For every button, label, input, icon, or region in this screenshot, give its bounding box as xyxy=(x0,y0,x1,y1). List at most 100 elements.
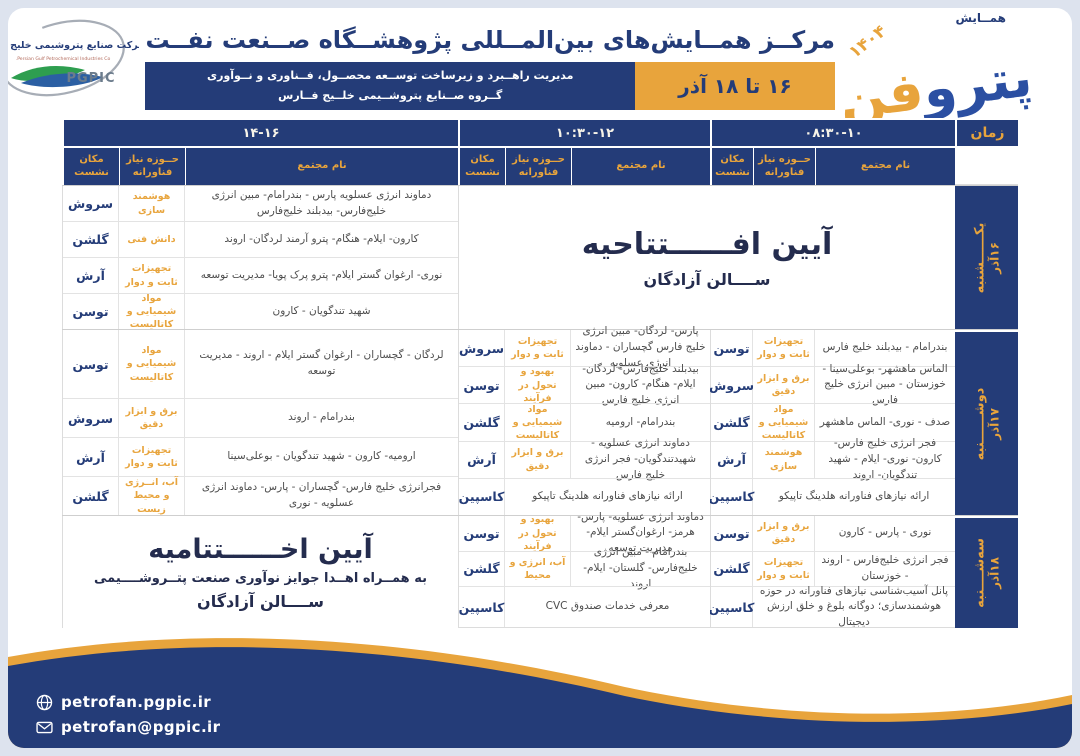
timeslot-1030: ۱۰:۳۰-۱۲ xyxy=(458,120,710,148)
table-row: ارومیه- کارون - شهید تندگویان - بوعلی‌سی… xyxy=(63,437,458,477)
caspian-session-text: ارائه نیازهای فناورانه هلدینگ تاپیکو xyxy=(778,490,930,503)
session-hall: توسن xyxy=(63,294,119,329)
header-center: مرکــز همــایش‌های بین‌المــللی پژوهشــگ… xyxy=(145,8,835,110)
complex-names: بندرامام- ارومیه xyxy=(605,415,676,428)
tech-need: بهبود و تحول در فرآیند xyxy=(505,366,571,404)
day-date: ۱۸آذر xyxy=(987,557,1001,589)
session-hall: آرش xyxy=(63,258,119,293)
email-link[interactable]: petrofan@pgpic.ir xyxy=(61,718,221,736)
complex-names: پارس- لردگان- مبین انرژی خلیج فارس گچسار… xyxy=(575,325,706,369)
complex-names: فجر انرژی خلیج فارس- کارون- نوری- ایلام … xyxy=(828,437,942,481)
colgroup-0830: نام مجتمع حــوزه نیاز فناورانه مکان نشست xyxy=(710,148,955,185)
day-date: ۱۷آذر xyxy=(987,407,1001,440)
session-hall: گلشن xyxy=(459,551,505,587)
tech-need: هوشمند سازی xyxy=(119,186,185,221)
table-row: الماس ماهشهر- بوعلی‌سینا - خوزستان - مبی… xyxy=(709,363,955,406)
col-need: حــوزه نیاز فناورانه xyxy=(506,148,572,185)
complex-names: ارومیه- کارون - شهید تندگویان - بوعلی‌سی… xyxy=(227,450,416,463)
pgpic-abbr: PGPIC xyxy=(67,71,116,86)
website-row[interactable]: petrofan.pgpic.ir xyxy=(36,693,220,711)
day-label-16azar: یکــــــشنبه ۱۶آذر xyxy=(955,186,1018,329)
complex-names: نوری- ارغوان گستر ایلام- پترو پرک پویا- … xyxy=(200,268,443,281)
globe-icon xyxy=(36,694,53,710)
block-16azar-1416: دماوند انرژی عسلویه پارس - بندرامام- مبی… xyxy=(62,186,458,330)
opening-ceremony-title: آیین افــــــتتاحیه xyxy=(581,226,833,262)
website-link[interactable]: petrofan.pgpic.ir xyxy=(61,693,212,711)
complex-names: لردگان - گچساران - ارغوان گستر ایلام - ا… xyxy=(199,349,444,378)
tech-need: مواد شیمیایی و کاتالیست xyxy=(119,293,185,330)
time-header-row: زمان ۰۸:۳۰-۱۰ ۱۰:۳۰-۱۲ ۱۴-۱۶ xyxy=(62,120,1018,148)
pgpic-en-name: Persian Gulf Petrochemical Industries Co… xyxy=(16,56,111,62)
session-hall: آرش xyxy=(711,441,753,478)
caspian-session-text: ارائه نیازهای فناورانه هلدینگ تاپیکو xyxy=(532,490,683,503)
time-header: زمان xyxy=(955,120,1018,148)
session-hall: سروش xyxy=(709,367,754,404)
day-label-18azar: سه‌شــــنبه ۱۸آذر xyxy=(955,516,1018,628)
session-hall: توسن xyxy=(459,516,505,551)
petrofan-logo: همــایش پتروفن ۱۴۰۴ xyxy=(841,8,1046,118)
complex-names: بندرامام - مبین انرژی خلیج‌فارس- گلستان-… xyxy=(583,546,698,590)
tech-need: برق و ابزار دقیق xyxy=(505,441,571,478)
caspian-session-text: معرفی خدمات صندوق CVC xyxy=(545,600,670,613)
session-hall: سروش xyxy=(63,186,119,221)
tech-need: برق و ابزار دقیق xyxy=(753,516,815,551)
pgpic-logo: شرکت صنایع پتروشیمی خلیج فارس Persian Gu… xyxy=(8,19,139,97)
block-17azar-1030: پارس- لردگان- مبین انرژی خلیج فارس گچسار… xyxy=(458,325,710,516)
pgpic-blue-wave xyxy=(21,73,104,88)
petrofan-event-word: همــایش xyxy=(955,11,1006,25)
session-hall: توسن xyxy=(459,367,505,404)
complex-names: نوری - پارس - کارون xyxy=(838,526,932,539)
block-17azar-0830: بندرامام - بیدبلند خلیج فارس تجهیزات ثاب… xyxy=(709,330,955,516)
complex-names: بندرامام - اروند xyxy=(288,411,355,424)
block-18azar-0830: نوری - پارس - کارون برق و ابزار دقیق توس… xyxy=(709,516,955,628)
table-row: بندرامام- ارومیه مواد شیمیایی و کاتالیست… xyxy=(459,403,710,441)
closing-ceremony-subtitle: به همــراه اهــدا جوایز نوآوری صنعت پتــ… xyxy=(94,570,427,586)
table-row-caspian: ارائه نیازهای فناورانه هلدینگ تاپیکو کاس… xyxy=(709,477,955,516)
session-hall: توسن xyxy=(711,516,753,551)
session-hall: آرش xyxy=(63,438,119,477)
block-18azar-1030: دماوند انرژی عسلویه- پارس- هرمز- ارغوان‌… xyxy=(458,511,710,628)
table-row: نوری - پارس - کارون برق و ابزار دقیق توس… xyxy=(711,516,955,551)
petrofan-word-orange: فن xyxy=(841,58,927,118)
timeslot-1416: ۱۴-۱۶ xyxy=(62,120,458,148)
email-row[interactable]: petrofan@pgpic.ir xyxy=(36,718,220,736)
colgroup-1030: نام مجتمع حــوزه نیاز فناورانه مکان نشست xyxy=(458,148,710,185)
session-hall: سروش xyxy=(459,330,505,367)
tech-need: هوشمند سازی xyxy=(753,441,815,478)
table-row: بندرامام - مبین انرژی خلیج‌فارس- گلستان-… xyxy=(459,546,710,590)
session-hall: توسن xyxy=(711,330,753,367)
tech-need: مواد شیمیایی و کاتالیست xyxy=(119,330,185,399)
tech-need: مواد شیمیایی و کاتالیست xyxy=(753,404,815,441)
column-header-row: نام مجتمع حــوزه نیاز فناورانه مکان نشست… xyxy=(62,148,1018,185)
session-hall: گلشن xyxy=(63,222,119,257)
table-row: نوری- ارغوان گستر ایلام- پترو پرک پویا- … xyxy=(63,257,458,293)
tech-need: آب، انرژی و محیط xyxy=(505,551,571,587)
col-name: نام مجتمع xyxy=(186,148,458,185)
tech-need: تجهیزات ثابت و دوار xyxy=(753,551,815,587)
tech-need: دانش فنی xyxy=(119,222,185,257)
table-row: کارون- ایلام- هنگام- پترو آرمند لردگان- … xyxy=(63,221,458,257)
tech-need: تجهیزات ثابت و دوار xyxy=(505,330,571,367)
timeslot-0830: ۰۸:۳۰-۱۰ xyxy=(710,120,955,148)
session-hall: گلشن xyxy=(711,404,753,441)
table-row: دماوند انرژی عسلویه - شهیدتندگویان- فجر … xyxy=(459,437,710,481)
date-badge: ۱۶ تا ۱۸ آذر xyxy=(635,62,835,110)
complex-names: دماوند انرژی عسلویه پارس - بندرامام- مبی… xyxy=(211,188,432,217)
closing-ceremony-cell: آیین اخــــــتتامیه به همــراه اهــدا جو… xyxy=(62,516,458,628)
session-hall: سروش xyxy=(63,399,119,438)
complex-names: کارون- ایلام- هنگام- پترو آرمند لردگان- … xyxy=(224,232,419,245)
pgpic-ellipse xyxy=(8,19,126,97)
col-need: حــوزه نیاز فناورانه xyxy=(754,148,816,185)
table-row: دماوند انرژی عسلویه پارس - بندرامام- مبی… xyxy=(63,186,458,221)
pgpic-green-wave xyxy=(11,66,86,82)
page-title: مرکــز همــایش‌های بین‌المــللی پژوهشــگ… xyxy=(145,26,835,54)
session-hall: توسن xyxy=(63,330,119,399)
opening-ceremony-hall: ســــالن آزادگان xyxy=(643,269,771,289)
complex-names: بندرامام - بیدبلند خلیج فارس xyxy=(822,341,948,354)
table-row: دماوند انرژی عسلویه- پارس- هرمز- ارغوان‌… xyxy=(459,511,710,555)
complex-names: بیدبلند خلیج‌فارس- لردگان- ایلام- هنگام-… xyxy=(582,362,699,407)
table-row: شهید تندگویان - کارون مواد شیمیایی و کات… xyxy=(63,293,458,330)
email-icon xyxy=(36,721,53,733)
tech-need: برق و ابزار دقیق xyxy=(119,399,185,438)
tech-need: برق و ابزار دقیق xyxy=(753,367,815,404)
